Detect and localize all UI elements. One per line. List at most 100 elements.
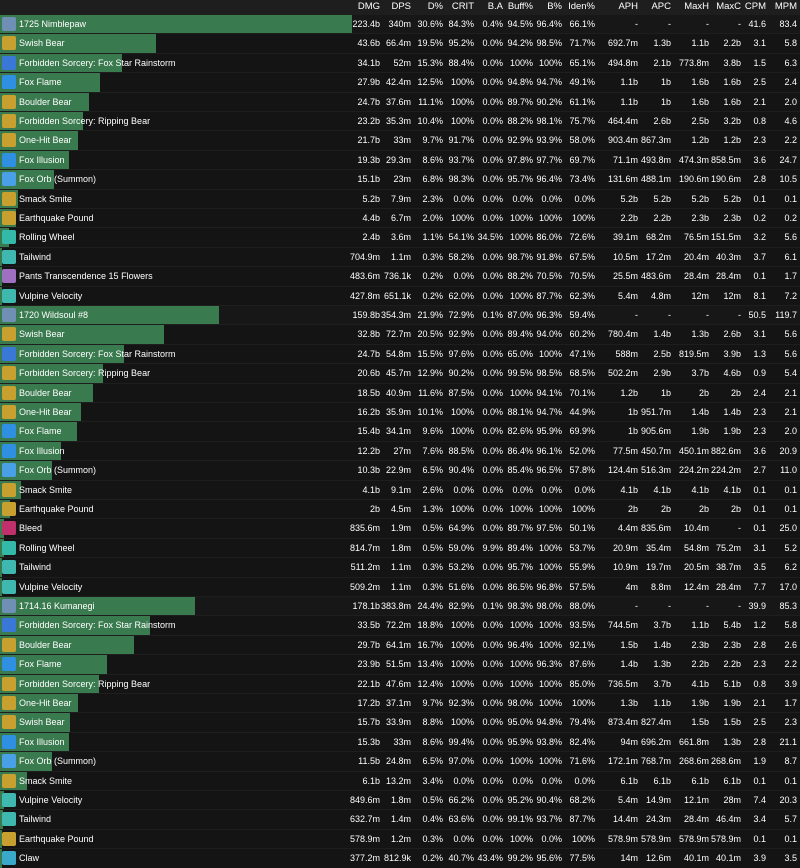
star-icon <box>2 55 16 70</box>
skill-row[interactable]: Forbidden Sorcery: Ripping Bear 20.6b 45.7… <box>0 364 800 383</box>
skill-row[interactable]: One-Hit Bear 17.2b 37.1m 9.7% 92.3% 0.0% 98.0%… <box>0 694 800 713</box>
skill-row[interactable]: Tailwind 632.7m 1.4m 0.4% 63.6% 0.0% 99.1% 93.7… <box>0 810 800 829</box>
column-header-iden[interactable]: Iden% <box>568 1 595 12</box>
skill-row[interactable]: Rolling Wheel 2.4b 3.6m 1.1% 54.1% 34.5% 100% 8… <box>0 228 800 247</box>
skill-row[interactable]: Smack Smite 5.2b 7.9m 2.3% 0.0% 0.0% 0.0% 0.0% 0… <box>0 189 800 208</box>
column-header-aph[interactable]: APH <box>618 1 638 12</box>
cell-b: 100% <box>538 678 562 689</box>
cell-apc: 1.1b <box>653 698 671 708</box>
skill-row[interactable]: Fox Orb (Summon) 11.5b 24.8m 6.5% 97.0% 0.0% 1… <box>0 752 800 771</box>
column-header-apc[interactable]: APC <box>651 1 671 12</box>
skill-row[interactable]: One-Hit Bear 21.7b 33m 9.7% 91.7% 0.0% 92.9% 93… <box>0 131 800 150</box>
cell-buff: 86.5% <box>507 581 533 592</box>
column-header-buff[interactable]: Buff% <box>507 1 533 12</box>
skill-row[interactable]: Bleed 835.6m 1.9m 0.5% 64.9% 0.0% 89.7% 97.5% 50… <box>0 519 800 538</box>
column-header-d[interactable]: D% <box>427 1 443 12</box>
cell-dps: 66.4m <box>385 38 411 49</box>
skill-row[interactable]: Smack Smite 6.1b 13.2m 3.4% 0.0% 0.0% 0.0% 0.0%… <box>0 771 800 790</box>
skill-row[interactable]: Vulpine Velocity 849.6m 1.8m 0.5% 66.2% 0.0% 9… <box>0 791 800 810</box>
skill-row[interactable]: Pants Transcendence 15 Flowers 483.6m 736.… <box>0 267 800 286</box>
skill-row[interactable]: Fox Flame 27.9b 42.4m 12.5% 100% 0.0% 94.8% 94.… <box>0 73 800 92</box>
cell-crit: 87.5% <box>448 387 474 398</box>
cell-mpm: 0.1 <box>784 484 797 495</box>
skill-row[interactable]: Vulpine Velocity 427.8m 651.1k 0.2% 62.0% 0.0… <box>0 286 800 305</box>
cell-cpm: 1.2 <box>753 620 766 631</box>
skill-row[interactable]: One-Hit Bear 16.2b 35.9m 10.1% 100% 0.0% 88.1%… <box>0 403 800 422</box>
cell-maxh: 450.1m <box>678 445 709 456</box>
cell-dmg: 33.5b <box>357 620 380 631</box>
skill-row[interactable]: Earthquake Pound 2b 4.5m 1.3% 100% 0.0% 100% 10… <box>0 500 800 519</box>
skill-row[interactable]: Swish Bear 43.6b 66.4m 19.5% 95.2% 0.0% 94.2% 9… <box>0 34 800 53</box>
cell-d: 12.5% <box>417 77 443 88</box>
skill-row[interactable]: Smack Smite 4.1b 9.1m 2.6% 0.0% 0.0% 0.0% 0.0% 0… <box>0 480 800 499</box>
skill-row[interactable]: Fox Illusion 12.2b 27m 7.6% 88.5% 0.0% 86.4% 96… <box>0 441 800 461</box>
column-header-cpm[interactable]: CPM <box>744 1 766 12</box>
column-header-b[interactable]: B% <box>547 1 562 12</box>
skill-row[interactable]: Tailwind 704.9m 1.1m 0.3% 58.2% 0.0% 98.7% 91.8… <box>0 247 800 267</box>
skill-row[interactable]: Rolling Wheel 814.7m 1.8m 0.5% 59.0% 9.9% 89.4… <box>0 538 800 558</box>
cell-mpm: 3.5 <box>784 853 797 864</box>
cell-maxc: 1.9b <box>723 698 741 708</box>
skill-row[interactable]: Forbidden Sorcery: Fox Star Rainstorm 34.… <box>0 53 800 73</box>
skill-row[interactable]: Swish Bear 15.7b 33.9m 8.8% 100% 0.0% 95.0% 94.… <box>0 713 800 732</box>
cell-cpm: 50.5 <box>748 310 766 320</box>
cell-dmg: 15.7b <box>357 717 380 728</box>
skill-row[interactable]: Tailwind 511.2m 1.1m 0.3% 53.2% 0.0% 95.7% 100%… <box>0 558 800 577</box>
cell-mpm: 3.9 <box>784 678 797 689</box>
skill-row[interactable]: Fox Flame 23.9b 51.5m 13.4% 100% 0.0% 100% 96.3… <box>0 655 800 674</box>
cell-cpm: 0.1 <box>753 193 766 204</box>
skill-row[interactable]: Boulder Bear 29.7b 64.1m 16.7% 100% 0.0% 96.4%… <box>0 635 800 655</box>
cell-apc: 35.4m <box>645 542 671 553</box>
cell-buff: 100% <box>509 678 533 689</box>
skill-row[interactable]: Claw 377.2m 812.9k 0.2% 40.7% 43.4% 99.2% 95.6%… <box>0 849 800 868</box>
skill-row[interactable]: Fox Flame 15.4b 34.1m 9.6% 100% 0.0% 82.6% 95.9… <box>0 422 800 441</box>
skill-row[interactable]: Boulder Bear 24.7b 37.6m 11.1% 100% 0.0% 89.7%… <box>0 92 800 111</box>
skill-name: Vulpine Velocity <box>19 795 83 805</box>
cell-crit: 0.0% <box>453 193 474 204</box>
cell-mpm: 21.1 <box>779 736 797 747</box>
column-header-maxh[interactable]: MaxH <box>684 1 709 12</box>
skill-row[interactable]: Fox Illusion 19.3b 29.3m 8.6% 93.7% 0.0% 97.8%… <box>0 150 800 170</box>
column-header-b-a[interactable]: B.A <box>487 1 503 12</box>
skill-row[interactable]: Forbidden Sorcery: Fox Star Rainstorm 24.… <box>0 344 800 364</box>
cell-mpm: 5.6 <box>784 329 797 340</box>
skill-row[interactable]: Boulder Bear 18.5b 40.9m 11.6% 87.5% 0.0% 100%… <box>0 383 800 402</box>
skill-row[interactable]: Fox Illusion 15.3b 33m 8.6% 99.4% 0.0% 95.9% 93… <box>0 732 800 752</box>
skill-row[interactable]: Earthquake Pound 578.9m 1.2m 0.3% 0.0% 0.0% 10… <box>0 829 800 849</box>
skill-row[interactable]: Swish Bear 32.8b 72.7m 20.5% 92.9% 0.0% 89.4% 9… <box>0 325 800 344</box>
player-row[interactable]: 1725 Nimblepaw 223.4b 340m 30.6% 84.3% 0.4% 94… <box>0 15 800 34</box>
cell-maxh: 40.1m <box>683 853 709 864</box>
cell-mpm: 0.1 <box>784 193 797 204</box>
cell-dmg: 19.3b <box>357 154 380 165</box>
column-header-dmg[interactable]: DMG <box>357 1 380 12</box>
column-header-crit[interactable]: CRIT <box>451 1 474 12</box>
skill-row[interactable]: Fox Orb (Summon) 10.3b 22.9m 6.5% 90.4% 0.0% 8… <box>0 461 800 480</box>
cell-cpm: 0.1 <box>753 484 766 495</box>
skill-row[interactable]: Vulpine Velocity 509.2m 1.1m 0.3% 51.6% 0.0% 8… <box>0 577 800 596</box>
column-header-mpm[interactable]: MPM <box>774 1 797 12</box>
skill-row[interactable]: Fox Orb (Summon) 15.1b 23m 6.8% 98.3% 0.0% 95.… <box>0 170 800 189</box>
cell-buff: 99.5% <box>507 368 533 379</box>
skill-row[interactable]: Forbidden Sorcery: Fox Star Rainstorm 33.… <box>0 616 800 635</box>
cell-apc: 6.1b <box>653 775 671 786</box>
column-header-maxc[interactable]: MaxC <box>716 1 741 12</box>
cell-maxc: 578.9m <box>710 833 741 844</box>
cell-maxh: 5.2b <box>691 193 709 204</box>
column-header-dps[interactable]: DPS <box>391 1 411 12</box>
skill-name: Swish Bear <box>19 38 65 49</box>
cell-apc: 2b <box>660 504 671 514</box>
skill-row[interactable]: Earthquake Pound 4.4b 6.7m 2.0% 100% 0.0% 100%… <box>0 209 800 228</box>
skill-row[interactable]: Forbidden Sorcery: Ripping Bear 22.1b 47.6… <box>0 674 800 693</box>
player-row[interactable]: 1720 Wildsoul #8 159.8b 354.3m 21.9% 72.9% 0.… <box>0 306 800 325</box>
cell-d: 10.4% <box>417 116 443 126</box>
cell-apc: 578.9m <box>640 833 671 844</box>
cell-b-a: 0.0% <box>482 57 503 68</box>
skill-name: Smack Smite <box>19 484 73 495</box>
player-row[interactable]: 1714.16 Kumanegi 178.1b 383.8m 24.4% 82.9% 0.… <box>0 597 800 616</box>
skill-row[interactable]: Forbidden Sorcery: Ripping Bear 23.2b 35.3… <box>0 112 800 131</box>
cell-mpm: 5.8 <box>784 620 797 631</box>
cell-dps: 23m <box>393 174 411 185</box>
damage-share-bar <box>0 150 69 170</box>
cell-iden: 71.6% <box>569 756 595 767</box>
damage-share-bar <box>0 306 219 325</box>
